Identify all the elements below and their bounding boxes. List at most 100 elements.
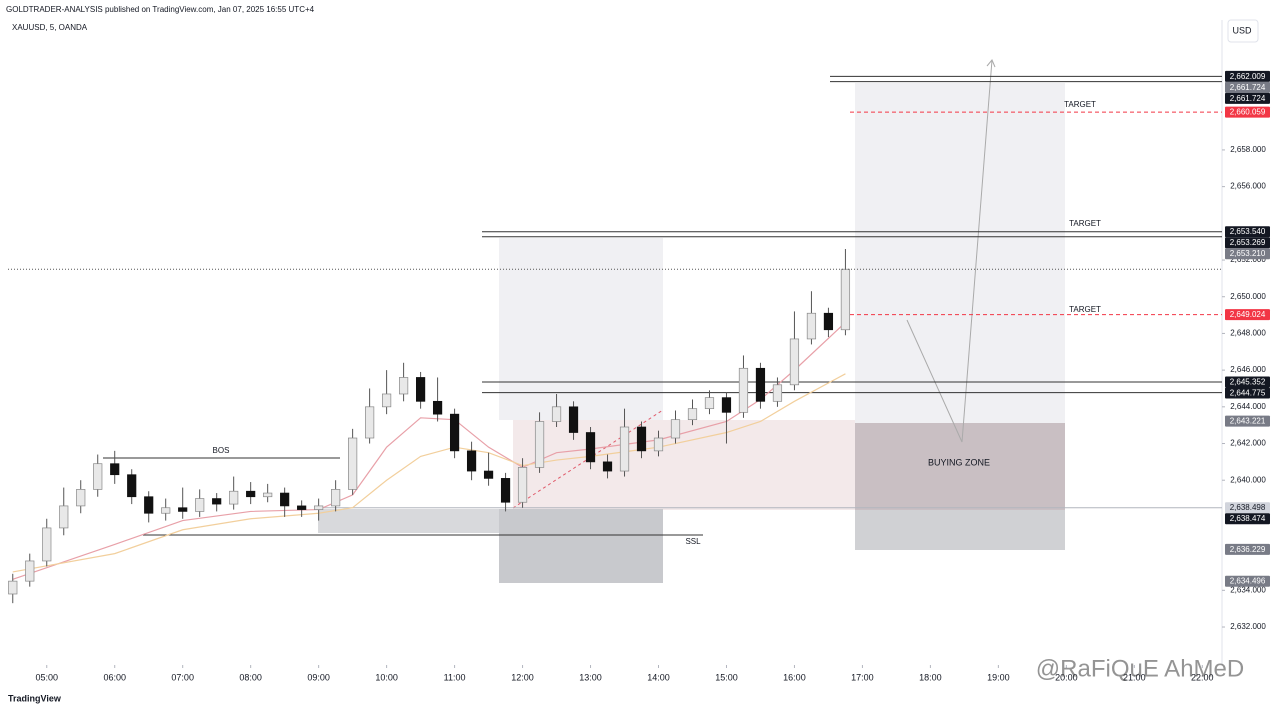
price-label-box: [1225, 387, 1270, 399]
price-label: 2,653.210: [1230, 249, 1266, 258]
candle-body: [602, 461, 613, 472]
annotation: SSL: [685, 537, 701, 546]
annotation: BUYING ZONE: [928, 457, 990, 467]
y-tick-label: 2,656.000: [1230, 182, 1266, 191]
candle-body: [314, 505, 324, 510]
range-box: [499, 238, 663, 420]
x-tick-label: 18:00: [919, 672, 942, 682]
demand-box: [513, 420, 855, 510]
candle-body: [449, 413, 460, 452]
x-tick-label: 09:00: [307, 672, 330, 682]
annotation: TARGET: [1069, 305, 1101, 314]
y-tick-label: 2,644.000: [1230, 402, 1266, 411]
x-tick-label: 12:00: [511, 672, 534, 682]
candle-body: [653, 437, 664, 452]
x-tick-label: 22:00: [1191, 672, 1214, 682]
x-tick-label: 06:00: [103, 672, 126, 682]
y-tick-label: 2,642.000: [1230, 439, 1266, 448]
stop-box: [855, 510, 1065, 550]
price-label-box: [1225, 237, 1270, 249]
currency-box: [1227, 19, 1259, 43]
candle-body: [619, 426, 630, 472]
candle-body: [178, 507, 188, 512]
liquidity-box: [318, 509, 499, 533]
price-label-box: [1225, 81, 1270, 93]
price-label-box: [1225, 376, 1270, 388]
candle-body: [704, 397, 715, 410]
candle-body: [144, 496, 154, 514]
candle-body: [466, 450, 477, 472]
candle-body: [59, 505, 69, 529]
candle-body: [331, 489, 341, 507]
candle-body: [229, 490, 239, 505]
candle-body: [534, 421, 545, 468]
price-label: 2,660.059: [1230, 108, 1266, 117]
x-tick-label: 13:00: [579, 672, 602, 682]
candle-body: [789, 338, 800, 386]
x-tick-label: 15:00: [715, 672, 738, 682]
price-label-box: [1225, 575, 1270, 587]
y-tick-label: 2,648.000: [1230, 329, 1266, 338]
target-box: [855, 83, 1065, 423]
price-label: 2,643.221: [1230, 417, 1266, 426]
annotation: TARGET: [1064, 100, 1096, 109]
y-tick-label: 2,650.000: [1230, 292, 1266, 301]
x-tick-label: 17:00: [851, 672, 874, 682]
candle-body: [806, 312, 817, 340]
candle-body: [110, 463, 120, 476]
candle-body: [823, 312, 834, 331]
candle-body: [721, 397, 732, 413]
candle-body: [297, 505, 307, 510]
candle-body: [399, 377, 409, 395]
x-tick-label: 19:00: [987, 672, 1010, 682]
candle-body: [212, 498, 222, 505]
price-label: 2,661.724: [1230, 94, 1266, 103]
candle-body: [42, 527, 52, 562]
x-tick-label: 16:00: [783, 672, 806, 682]
candle-body: [127, 474, 137, 498]
arrow-head: [986, 59, 996, 68]
x-tick-label: 11:00: [444, 672, 466, 682]
x-tick-label: 20:00: [1055, 672, 1078, 682]
price-label: 2,649.024: [1230, 310, 1266, 319]
y-tick-label: 2,658.000: [1230, 145, 1266, 154]
candle-body: [636, 426, 647, 452]
liquidity-box: [499, 509, 663, 583]
candle-body: [348, 437, 358, 490]
x-tick-label: 14:00: [647, 672, 670, 682]
projection-arrow: [906, 59, 993, 443]
price-label: 2,638.498: [1230, 503, 1266, 512]
y-tick-label: 2,652.000: [1230, 255, 1266, 264]
candle-body: [551, 406, 562, 422]
moving-average: [12, 321, 846, 580]
candle-body: [8, 580, 18, 595]
candle-body: [93, 463, 103, 490]
candle-body: [432, 400, 443, 415]
candle-body: [280, 492, 290, 507]
candle-body: [263, 492, 273, 498]
candle-body: [670, 419, 681, 439]
x-tick-label: 21:00: [1123, 672, 1146, 682]
price-label-box: [1225, 513, 1270, 525]
candle-body: [76, 489, 86, 507]
price-label: 2,653.540: [1230, 227, 1266, 236]
price-label-box: [1225, 309, 1270, 321]
candle-body: [365, 406, 375, 439]
publisher: GOLDTRADER-ANALYSIS published on Trading…: [6, 5, 315, 14]
price-label-box: [1225, 92, 1270, 104]
price-label: 2,638.474: [1230, 514, 1266, 523]
symbol: XAUUSD, 5, OANDA: [12, 23, 88, 32]
candle-body: [246, 490, 256, 498]
brand: TradingView: [8, 693, 62, 703]
candle-body: [585, 432, 596, 463]
x-tick-label: 08:00: [239, 672, 262, 682]
x-tick-label: 05:00: [35, 672, 58, 682]
price-label-box: [1225, 70, 1270, 82]
y-tick-label: 2,632.000: [1230, 622, 1266, 631]
candle-body: [738, 367, 749, 413]
price-label-box: [1225, 226, 1270, 238]
price-label-box: [1225, 543, 1270, 555]
price-label: 2,662.009: [1230, 72, 1266, 81]
